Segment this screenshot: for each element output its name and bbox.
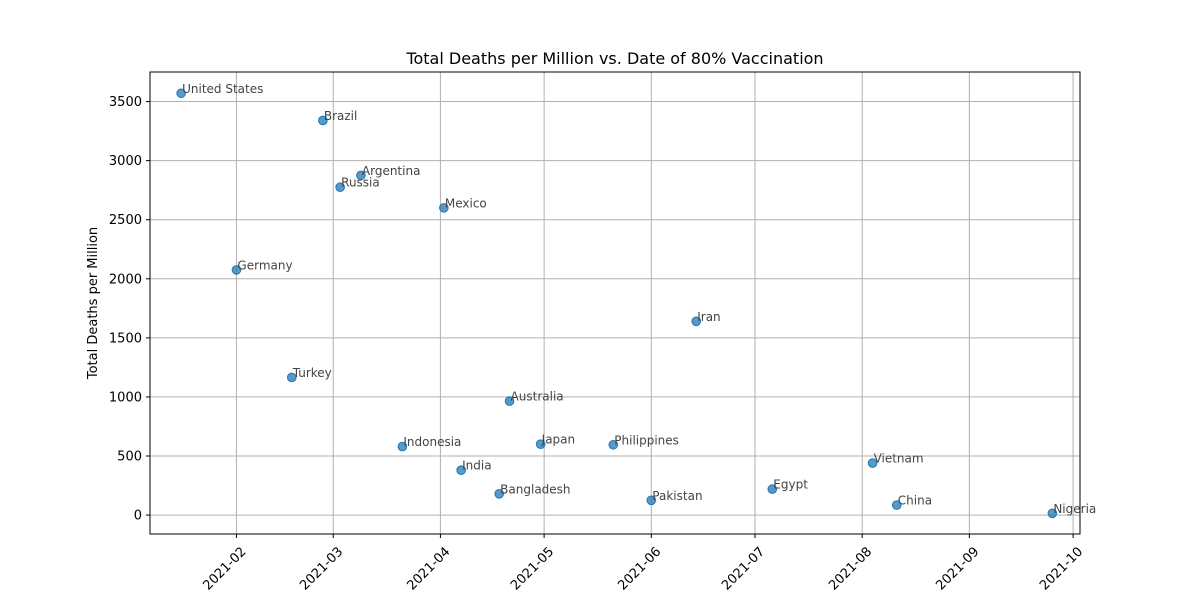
point-label: Egypt — [773, 478, 808, 492]
x-tick-label: 2021-02 — [200, 544, 249, 593]
data-point — [691, 316, 702, 327]
data-point — [231, 265, 242, 275]
data-point — [867, 458, 878, 468]
data-point — [1047, 508, 1058, 519]
point-labels: United States Germany Turkey Brazil RussiaAr… — [182, 82, 1096, 516]
y-tick-label: 1000 — [109, 390, 142, 405]
x-tick-label: 2021-10 — [1037, 544, 1086, 593]
chart-title: Total Deaths per Million vs. Date of 80%… — [405, 49, 823, 68]
point-label: India — [462, 459, 491, 473]
point-label: Pakistan — [652, 489, 702, 503]
data-point — [494, 489, 504, 499]
point-label: China — [898, 494, 932, 508]
y-tick-label: 3500 — [109, 95, 142, 110]
data-point — [335, 182, 345, 193]
grid-lines — [150, 72, 1080, 534]
x-axis: 2021-02 2021-03 2021-04 2021-05 2021-06 2021-… — [200, 534, 1086, 593]
x-tick-label: 2021-09 — [933, 544, 982, 593]
y-tick-label: 2000 — [109, 272, 142, 287]
y-tick-label: 500 — [117, 450, 142, 465]
point-label: United States — [182, 82, 263, 96]
data-point — [176, 88, 186, 99]
y-axis-label: Total Deaths per Million — [86, 227, 101, 380]
point-label: Brazil — [324, 109, 358, 123]
point-label: Philippines — [614, 433, 679, 447]
data-point — [318, 115, 328, 126]
y-tick-label: 1500 — [109, 331, 142, 346]
data-point — [439, 203, 449, 213]
data-point — [456, 465, 466, 475]
data-point — [397, 441, 408, 452]
x-tick-label: 2021-07 — [719, 544, 768, 593]
x-tick-label: 2021-05 — [508, 544, 557, 593]
point-label: Bangladesh — [500, 482, 570, 496]
y-axis: 0 500 1000 1500 2000 2500 3000 3500 — [109, 95, 150, 524]
point-label: Germany — [237, 258, 292, 272]
point-label: Mexico — [445, 196, 487, 210]
data-point — [608, 439, 619, 450]
plot-area-frame — [149, 71, 1081, 535]
y-tick-label: 0 — [134, 509, 142, 524]
point-label: Turkey — [292, 366, 332, 380]
data-points — [176, 88, 1058, 519]
data-point — [504, 396, 515, 406]
data-point — [891, 500, 902, 510]
data-point — [535, 439, 546, 449]
data-point — [286, 372, 297, 383]
x-tick-label: 2021-08 — [826, 544, 875, 593]
y-tick-label: 2500 — [109, 213, 142, 228]
x-tick-label: 2021-06 — [615, 544, 664, 593]
x-tick-label: 2021-04 — [404, 544, 453, 593]
point-label: Nigeria — [1053, 502, 1096, 516]
data-point — [767, 484, 778, 494]
x-tick-label: 2021-03 — [297, 544, 346, 593]
data-point — [356, 170, 366, 181]
data-point — [646, 495, 657, 506]
point-label: Japan — [541, 433, 575, 447]
point-label: Argentina — [362, 164, 421, 178]
y-tick-label: 3000 — [109, 154, 142, 169]
point-label: Australia — [511, 390, 564, 404]
point-label: Iran — [697, 310, 720, 324]
point-label: Vietnam — [874, 452, 924, 466]
point-label: Indonesia — [403, 435, 461, 449]
point-label: Russia — [341, 176, 380, 190]
